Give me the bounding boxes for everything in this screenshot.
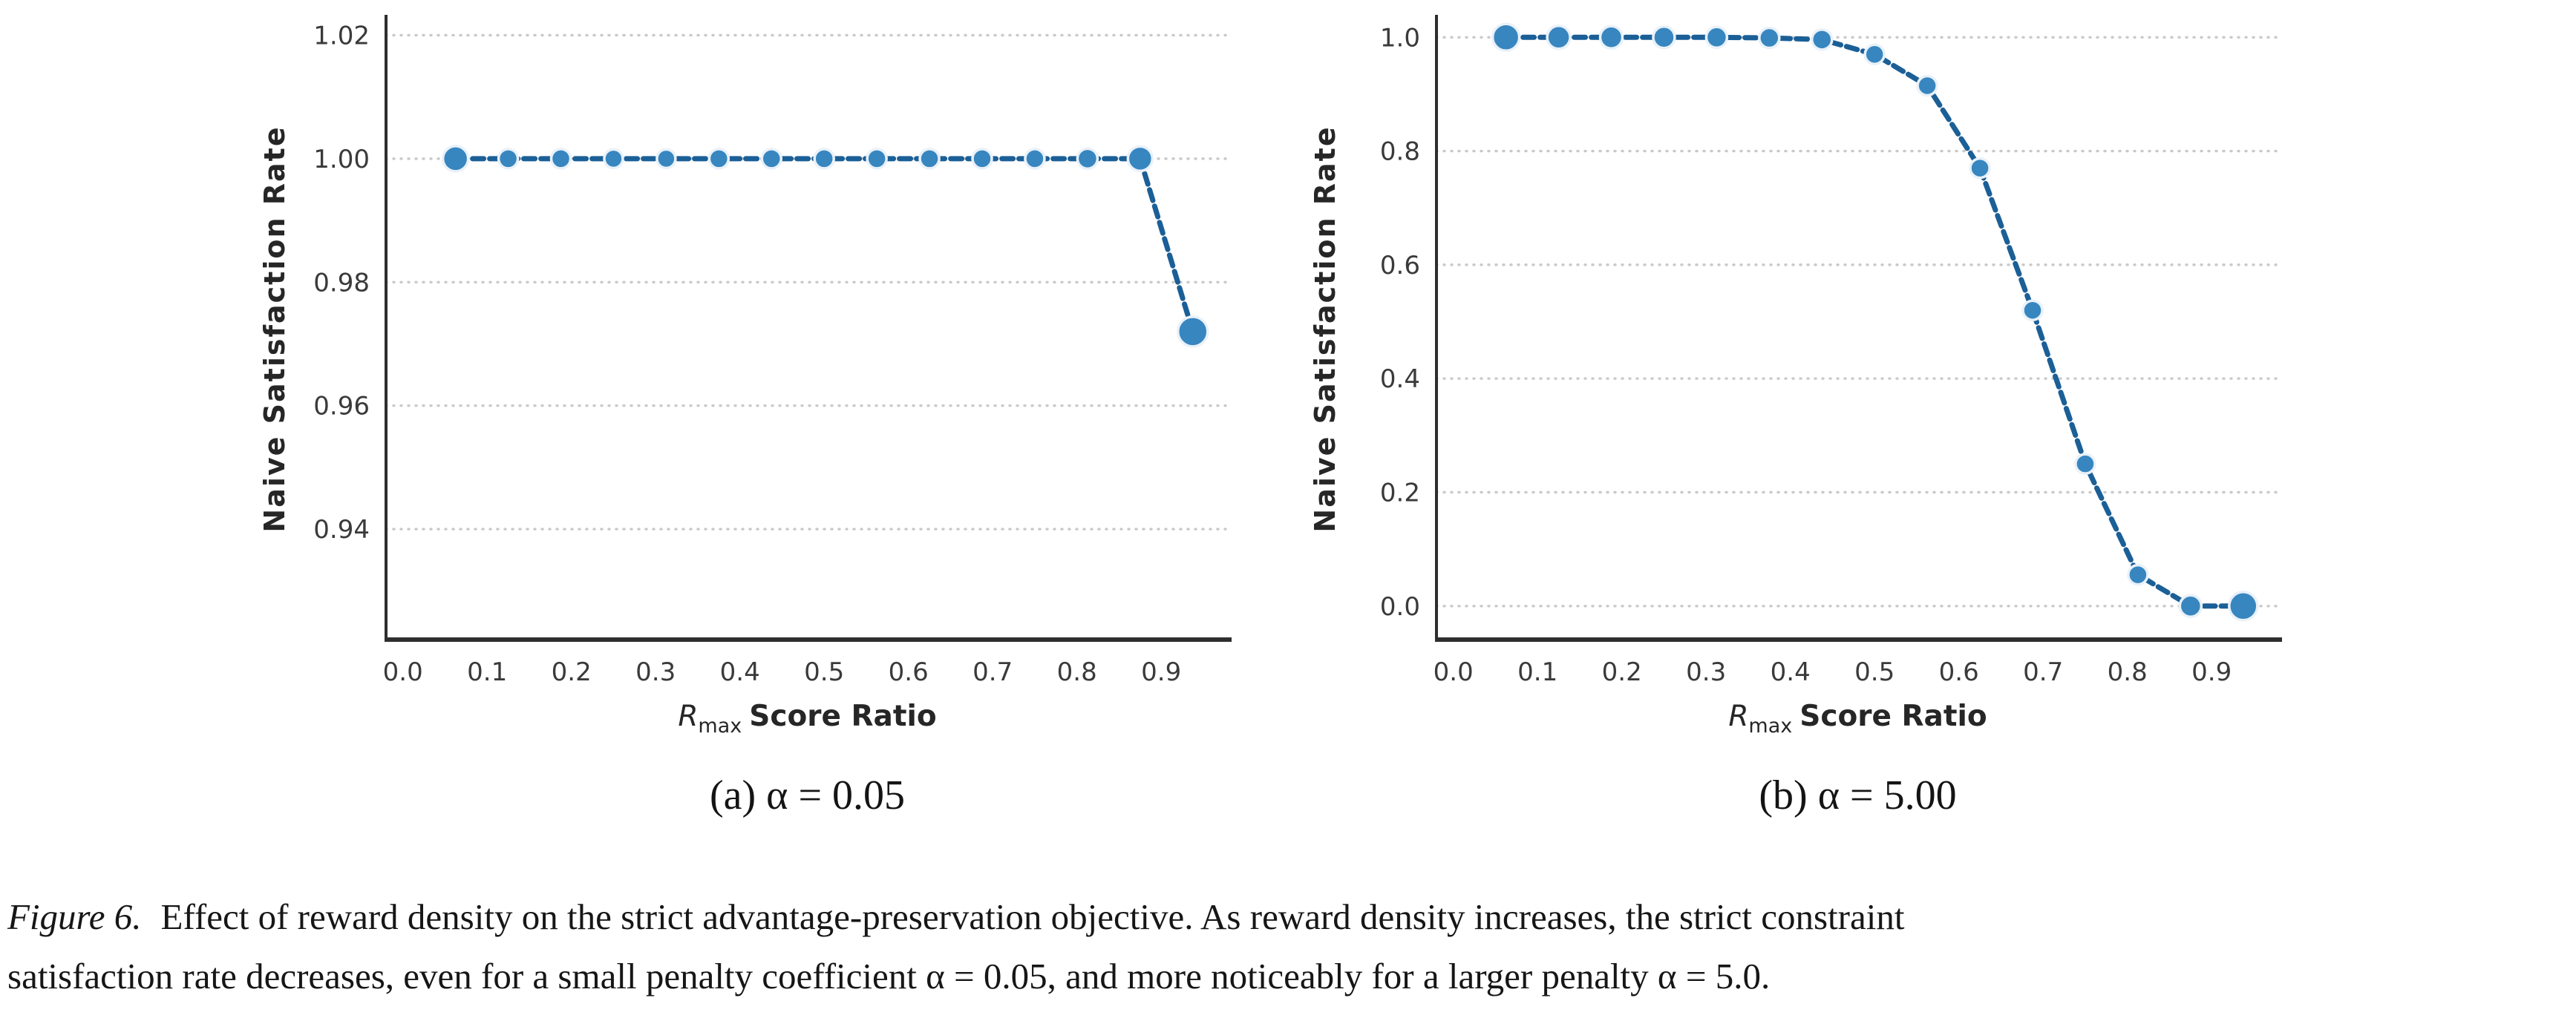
svg-text:0.2: 0.2 — [1380, 478, 1420, 508]
svg-text:0.1: 0.1 — [467, 657, 507, 687]
svg-text:0.4: 0.4 — [1771, 657, 1811, 687]
svg-text:0.9: 0.9 — [2191, 657, 2232, 687]
svg-text:Naive Satisfaction Rate: Naive Satisfaction Rate — [258, 125, 291, 532]
svg-text:1.00: 1.00 — [313, 145, 370, 174]
svg-text:0.6: 0.6 — [1939, 657, 1979, 687]
svg-text:Naive Satisfaction Rate: Naive Satisfaction Rate — [1309, 125, 1341, 532]
panel-b: 1.0 0.8 0.6 0.4 0.2 0.0 0.0 0.1 0.2 0.3 0.4 0.5 0.6 0… — [1169, 0, 2283, 838]
figure-number-label: Figure 6. — [7, 896, 142, 937]
svg-text:0.4: 0.4 — [1380, 364, 1420, 394]
chart-a-plot: 1.02 1.00 0.98 0.96 0.94 0.0 0.1 0.2 0.3 0.4 0.5 0.… — [258, 15, 1232, 738]
svg-text:0.9: 0.9 — [1141, 657, 1181, 687]
svg-text:0.98: 0.98 — [313, 268, 370, 298]
svg-text:1.0: 1.0 — [1380, 23, 1420, 53]
svg-text:0.7: 0.7 — [2023, 657, 2063, 687]
svg-text:0.96: 0.96 — [313, 392, 370, 421]
panel-a-caption: (a) α = 0.05 — [709, 772, 906, 818]
svg-text:0.2: 0.2 — [552, 657, 592, 687]
svg-text:0.8: 0.8 — [1057, 657, 1097, 687]
svg-text:0.6: 0.6 — [1380, 251, 1420, 280]
figure-caption: Figure 6. Effect of reward density on the… — [7, 887, 2563, 1006]
figure-caption-line-1: Figure 6. Effect of reward density on the… — [7, 887, 2563, 947]
svg-text:0.8: 0.8 — [1380, 137, 1420, 167]
svg-text:0.4: 0.4 — [720, 657, 760, 687]
svg-text:0.2: 0.2 — [1602, 657, 1642, 687]
svg-text:0.94: 0.94 — [313, 515, 370, 545]
svg-text:0.6: 0.6 — [889, 657, 929, 687]
svg-text:0.3: 0.3 — [1686, 657, 1726, 687]
svg-text:0.5: 0.5 — [804, 657, 844, 687]
svg-text:0.0: 0.0 — [1434, 657, 1474, 687]
panel-a: 1.02 1.00 0.98 0.96 0.94 0.0 0.1 0.2 0.3 0.4 0.5 0.… — [119, 0, 1232, 838]
figure-caption-line-2: satisfaction rate decreases, even for a … — [7, 956, 1771, 997]
svg-text:0.7: 0.7 — [972, 657, 1013, 687]
svg-text:0.0: 0.0 — [383, 657, 423, 687]
svg-text:0.8: 0.8 — [2108, 657, 2148, 687]
svg-text:0.5: 0.5 — [1854, 657, 1895, 687]
figure-caption-text-1: Effect of reward density on the strict a… — [160, 896, 1905, 937]
panel-b-caption: (b) α = 5.00 — [1759, 772, 1957, 818]
svg-text:0.3: 0.3 — [635, 657, 676, 687]
svg-text:0.1: 0.1 — [1517, 657, 1557, 687]
chart-b-plot: 1.0 0.8 0.6 0.4 0.2 0.0 0.0 0.1 0.2 0.3 0.4 0.5 0.6 0… — [1309, 15, 2282, 738]
svg-text:1.02: 1.02 — [313, 21, 370, 50]
svg-text:0.0: 0.0 — [1380, 592, 1420, 622]
